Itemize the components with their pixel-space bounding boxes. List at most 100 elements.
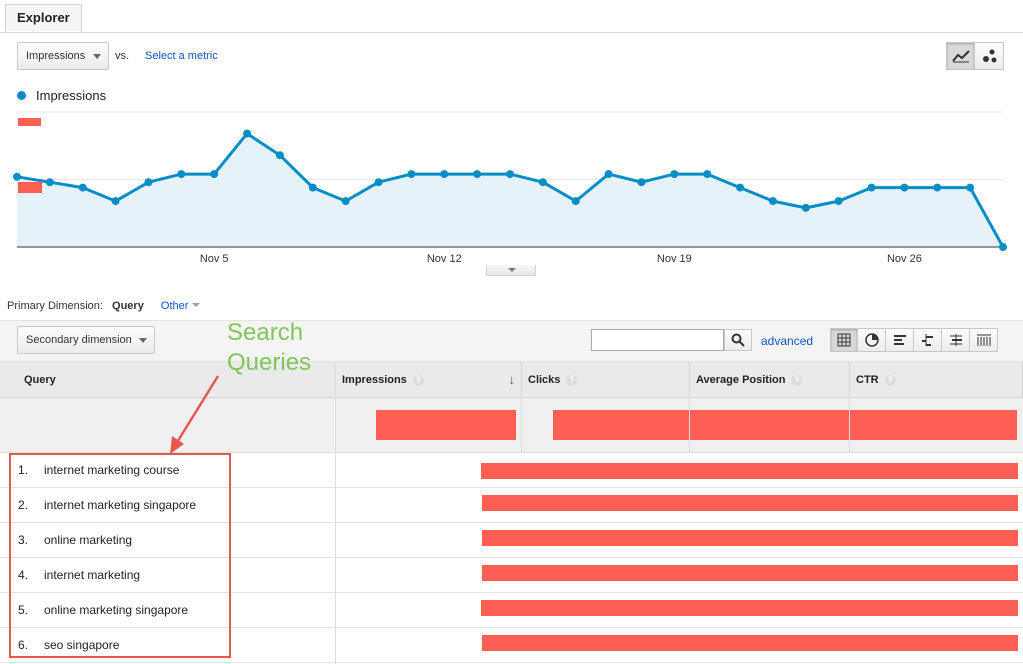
table-row[interactable]: 5. online marketing singapore	[0, 593, 1023, 628]
column-header-label: Impressions	[342, 374, 407, 386]
pivot-view-button[interactable]	[970, 328, 998, 352]
search-icon	[731, 333, 745, 347]
select-metric-link[interactable]: Select a metric	[145, 50, 218, 62]
pie-view-button[interactable]	[858, 328, 886, 352]
redaction-bar	[376, 410, 516, 440]
column-divider	[335, 362, 336, 664]
data-point	[604, 170, 613, 179]
redaction-bar	[482, 495, 1018, 511]
redaction-bar	[18, 118, 41, 126]
data-point	[966, 183, 975, 192]
grid-icon	[837, 333, 851, 347]
data-point	[13, 172, 21, 181]
tab-bar: Explorer	[0, 0, 1023, 33]
column-divider	[521, 398, 522, 453]
table-search-input[interactable]	[591, 329, 724, 351]
chevron-down-icon	[192, 303, 201, 307]
secondary-dimension-label: Secondary dimension	[26, 334, 132, 346]
column-header-label: Clicks	[528, 374, 561, 386]
query-highlight-box	[9, 453, 231, 658]
data-point	[473, 170, 482, 179]
tab-explorer[interactable]: Explorer	[5, 4, 82, 32]
help-icon[interactable]: ?	[791, 375, 803, 386]
row-query[interactable]: seo singapore	[44, 638, 120, 652]
data-point	[703, 170, 712, 179]
column-header-average-position[interactable]: Average Position?	[690, 362, 850, 398]
table-row[interactable]: 6. seo singapore	[0, 628, 1023, 663]
secondary-dimension-select[interactable]: Secondary dimension	[17, 326, 155, 354]
sort-descending-icon[interactable]: ↓	[508, 372, 516, 387]
help-icon[interactable]: ?	[884, 375, 896, 386]
data-point	[78, 183, 87, 192]
annotation-line: Search	[227, 319, 304, 346]
row-query[interactable]: online marketing	[44, 533, 133, 547]
advanced-filter-link[interactable]: advanced	[761, 334, 814, 348]
data-point	[801, 203, 810, 212]
data-point	[768, 197, 777, 206]
data-point	[670, 170, 679, 179]
row-query[interactable]: internet marketing singapore	[44, 498, 197, 512]
table-row[interactable]: 4. internet marketing	[0, 558, 1023, 593]
data-point	[900, 183, 909, 192]
table-row[interactable]: 1. internet marketing course	[0, 453, 1023, 488]
table-row[interactable]: 2. internet marketing singapore	[0, 488, 1023, 523]
column-header-ctr[interactable]: CTR?	[850, 362, 1023, 398]
vs-label: vs.	[115, 50, 130, 62]
data-point	[999, 243, 1007, 251]
bubble-chart-icon	[983, 49, 997, 63]
chart-legend: Impressions	[17, 88, 106, 103]
column-header-label: Query	[24, 374, 56, 386]
data-point	[736, 183, 745, 192]
row-index: 3.	[18, 533, 29, 547]
metric-select[interactable]: Impressions	[17, 42, 109, 70]
primary-dimension: Primary Dimension: Query Other	[7, 300, 201, 312]
x-tick-label: Nov 12	[427, 253, 462, 265]
chart-type-toggle	[946, 42, 1004, 70]
row-index: 5.	[18, 603, 29, 617]
column-header-label: Average Position	[696, 374, 786, 386]
column-header-label: CTR	[856, 374, 879, 386]
data-table-view-button[interactable]	[830, 328, 858, 352]
data-point	[275, 151, 284, 160]
primary-dimension-query[interactable]: Query	[112, 300, 144, 312]
search-button[interactable]	[724, 329, 752, 351]
data-point	[374, 178, 383, 187]
data-point	[341, 197, 350, 206]
help-icon[interactable]: ?	[412, 375, 424, 386]
comparison-view-button[interactable]	[914, 328, 942, 352]
data-point	[407, 170, 416, 179]
column-header-query[interactable]: Query	[0, 362, 336, 398]
data-point	[637, 178, 646, 187]
impressions-chart: Nov 5 Nov 12 Nov 19 Nov 26	[13, 111, 1007, 265]
term-cloud-view-button[interactable]	[942, 328, 970, 352]
data-point	[538, 178, 547, 187]
data-point	[867, 183, 876, 192]
collapse-chart-handle[interactable]	[486, 265, 536, 276]
redaction-bar	[18, 182, 42, 193]
data-point	[243, 129, 252, 138]
row-query[interactable]: internet marketing	[44, 568, 141, 582]
search-queries-annotation: Search Queries	[227, 318, 311, 378]
primary-dimension-other[interactable]: Other	[160, 300, 189, 312]
motion-chart-button[interactable]	[975, 42, 1004, 70]
table-row[interactable]: 3. online marketing	[0, 523, 1023, 558]
line-chart-button[interactable]	[946, 42, 975, 70]
legend-label: Impressions	[36, 88, 107, 103]
column-header-clicks[interactable]: Clicks?	[522, 362, 690, 398]
row-index: 2.	[18, 498, 29, 512]
data-point	[210, 170, 219, 179]
redaction-bar	[553, 410, 1017, 440]
metric-select-label: Impressions	[26, 50, 86, 62]
data-point	[45, 178, 54, 187]
data-point	[834, 197, 843, 206]
data-point	[933, 183, 942, 192]
row-query[interactable]: internet marketing course	[44, 463, 180, 477]
x-tick-label: Nov 26	[887, 253, 922, 265]
pie-chart-icon	[864, 333, 879, 347]
comparison-icon	[921, 334, 933, 346]
x-tick-label: Nov 5	[200, 253, 229, 265]
help-icon[interactable]: ?	[566, 375, 578, 386]
row-query[interactable]: online marketing singapore	[44, 603, 189, 617]
performance-view-button[interactable]	[886, 328, 914, 352]
column-header-impressions[interactable]: Impressions? ↓	[336, 362, 522, 398]
